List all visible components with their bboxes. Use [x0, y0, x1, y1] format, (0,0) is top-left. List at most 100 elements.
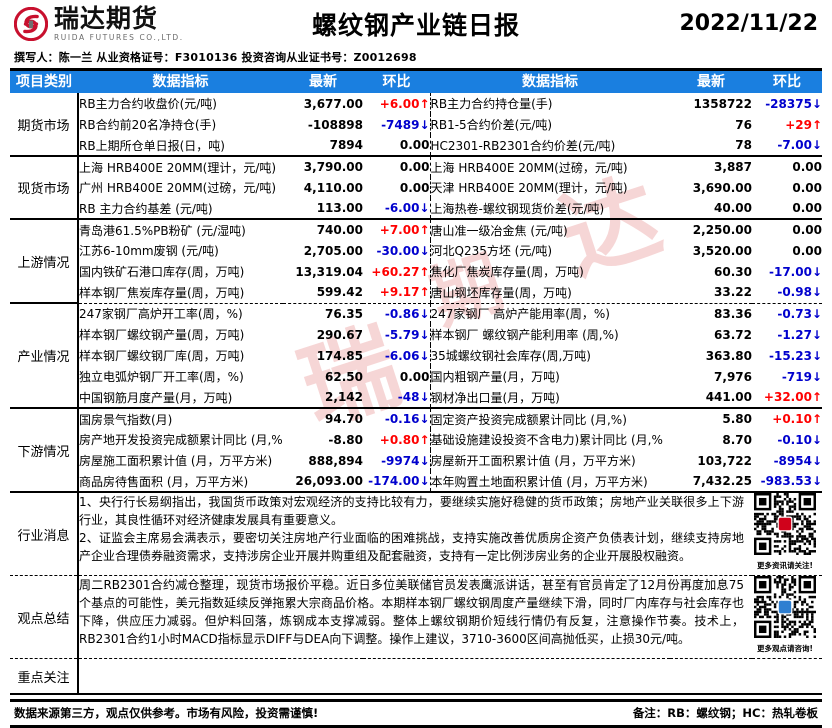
indicator-change-left: -9974↓	[381, 453, 430, 468]
table-row: 独立电弧炉钢厂开工率(周，%) 62.50 0.00 国内粗钢产量(月，万吨) 7,97…	[10, 366, 822, 387]
indicator-label-right: 唐山准一级冶金焦 (元/吨)	[429, 219, 670, 240]
indicator-value-left: 113.00	[283, 198, 363, 220]
report-table: 项目类别 数据指标 最新 环比 数据指标 最新 环比 期货市场 RB主力合约收盘价…	[10, 71, 822, 695]
indicator-change-right: 0.00	[752, 198, 822, 220]
indicator-change-right: 0.00	[792, 223, 822, 237]
indicator-label-right: HC2301-RB2301合约价差(元/吨)	[429, 135, 670, 157]
indicator-label-left: 国内铁矿石港口库存(周，万吨)	[79, 265, 245, 279]
indicator-value-left: 13,319.04	[295, 264, 363, 279]
indicator-label-left: 中国钢筋月度产量(月，万吨)	[78, 387, 283, 409]
indicator-label-right: 247家钢厂 高炉产能用率(周，%)	[429, 303, 670, 324]
indicator-value-left: 2,142	[283, 387, 363, 409]
indicator-value-right: 60.30	[714, 264, 752, 279]
indicator-change-right: -17.00↓	[769, 264, 822, 279]
col-header-indicator-left: 数据指标	[78, 71, 283, 93]
indicator-value-left: 740.00	[316, 223, 363, 237]
indicator-label-left: 房屋施工面积累计值 (月，万平方米)	[79, 454, 273, 468]
indicator-value-right: 63.72	[714, 327, 752, 342]
indicator-value-left: 7894	[283, 135, 363, 157]
indicator-label-left: 样本钢厂螺纹钢厂库(周，万吨)	[79, 349, 245, 363]
indicator-label-left: 商品房待售面积 (月，万平方米)	[78, 471, 283, 493]
indicator-change-left: +0.80↑	[379, 432, 430, 447]
category-cell: 产业情况	[10, 303, 79, 409]
page-title: 螺纹钢产业链日报	[311, 10, 520, 40]
news-cell: 1、央行行长易纲指出，我国货币政策对宏观经济的支持比较有力，要继续实施好稳健的货…	[78, 492, 822, 576]
indicator-label-right: 钢材净出口量(月，万吨)	[429, 387, 670, 409]
indicator-change-right: -983.53↓	[752, 471, 822, 493]
indicator-label-right: 河北Q235方坯 (元/吨)	[429, 240, 670, 261]
indicator-label-left: 房产地开发投资完成额累计同比 (月,%)	[79, 433, 283, 447]
news-qr-block[interactable]: 更多资讯请关注!	[748, 493, 822, 575]
table-row: RB合约前20名净持仓(手) -108898 -7489↓ RB1-5合约价差(元/吨…	[10, 114, 822, 135]
summary-qr-block[interactable]: 更多观点请咨询!	[748, 576, 822, 658]
table-row: 样本钢厂螺纹钢产量(周，万吨) 290.67 -5.79↓ 样本钢厂 螺纹钢产能利用率…	[10, 324, 822, 345]
indicator-change-left: 0.00	[399, 180, 430, 195]
indicator-value-right: 76	[735, 117, 752, 132]
indicator-change-right: -8954↓	[773, 453, 822, 468]
col-header-category: 项目类别	[10, 71, 78, 93]
indicator-label-left: 国房景气指数(月)	[79, 412, 173, 427]
col-header-latest-right: 最新	[670, 71, 752, 93]
logo-company-name-en: RUIDA FUTURES CO.,LTD.	[54, 32, 184, 42]
category-cell: 期货市场	[10, 93, 79, 157]
indicator-label-right: 上海 HRB400E 20MM(过磅，元/吨)	[429, 156, 670, 177]
table-body: 期货市场 RB主力合约收盘价(元/吨) 3,677.00 +6.00↑ RB主力合约持仓…	[10, 93, 822, 695]
indicator-value-right: 8.70	[722, 432, 752, 447]
summary-cell: 周二RB2301合约减仓整理，现货市场报价平稳。近日多位美联储官员发表鹰派讲话，…	[78, 575, 822, 659]
summary-qr-caption: 更多观点请咨询!	[757, 644, 813, 653]
indicator-value-right: 3,887	[714, 160, 752, 174]
indicator-value-left: 76.35	[325, 306, 363, 321]
table-header-row: 项目类别 数据指标 最新 环比 数据指标 最新 环比	[10, 71, 822, 93]
indicator-value-right: 7,432.25	[670, 471, 752, 493]
col-header-latest-left: 最新	[283, 71, 363, 93]
indicator-change-left: -6.00↓	[363, 198, 430, 220]
indicator-change-left: -174.00↓	[363, 471, 430, 493]
indicator-label-left: 江苏6-10mm废钢 (元/吨)	[79, 244, 219, 258]
indicator-change-right: 0.00	[792, 160, 822, 174]
indicator-value-right: 33.22	[670, 282, 752, 304]
indicator-value-left: 290.67	[316, 327, 363, 342]
indicator-change-right: -0.98↓	[752, 282, 822, 304]
indicator-value-right: 7,976	[714, 369, 752, 384]
indicator-label-right: 基础设施建设投资不含电力)累计同比 (月,%	[429, 429, 670, 450]
news-category: 行业消息	[10, 492, 79, 576]
company-logo: 瑞达期货 RUIDA FUTURES CO.,LTD.	[14, 6, 184, 42]
indicator-label-right: 唐山钢坯库存量(周，万吨)	[429, 282, 670, 304]
indicator-label-left: 独立电弧炉钢厂开工率(周，%)	[79, 370, 244, 384]
table-row: 中国钢筋月度产量(月，万吨) 2,142 -48↓ 钢材净出口量(月，万吨) 441.0…	[10, 387, 822, 409]
indicator-value-right: 363.80	[705, 348, 752, 363]
indicator-label-right: 上海热卷-螺纹钢现货价差(元/吨)	[429, 198, 670, 220]
indicator-value-left: -108898	[307, 117, 363, 132]
col-header-change-left: 环比	[363, 71, 430, 93]
indicator-change-left: 0.00	[399, 369, 430, 384]
indicator-label-left: 青岛港61.5%PB粉矿 (元/湿吨)	[79, 223, 246, 238]
table-row: 上游情况 青岛港61.5%PB粉矿 (元/湿吨) 740.00 +7.00↑ 唐山准一级…	[10, 219, 822, 304]
header-divider	[10, 68, 822, 71]
indicator-label-right: 固定资产投资完成额累计同比 (月,%)	[429, 408, 670, 429]
indicator-label-right: 样本钢厂 螺纹钢产能利用率 (周,%)	[429, 324, 670, 345]
indicator-change-left: -6.06↓	[384, 348, 430, 363]
table-row: 商品房待售面积 (月，万平方米) 26,093.00 -174.00↓ 本年购置土地面…	[10, 471, 822, 493]
table-row: RB 主力合约基差 (元/吨) 113.00 -6.00↓ 上海热卷-螺纹钢现货价差(…	[10, 198, 822, 220]
indicator-label-right: 本年购置土地面积累计值 (月，万平方米)	[429, 471, 670, 493]
indicator-label-right: 焦化厂焦炭库存量(周，万吨)	[429, 261, 670, 282]
table-row: 现货市场 上海 HRB400E 20MM(理计，元/吨) 3,790.00 0.00 上…	[10, 156, 822, 220]
indicator-value-left: 888,894	[308, 453, 363, 468]
indicator-change-right: -15.23↓	[769, 348, 822, 363]
indicator-value-right: 3,520.00	[692, 243, 752, 258]
indicator-label-left: 样本钢厂焦炭库存量(周，万吨)	[78, 282, 283, 304]
indicator-label-left: 上海 HRB400E 20MM(理计，元/吨)	[79, 160, 277, 175]
table-row: 广州 HRB400E 20MM(过磅，元/吨) 4,110.00 0.00 天津 HR…	[10, 177, 822, 198]
indicator-value-left: 174.85	[316, 348, 363, 363]
indicator-value-right: 83.36	[714, 306, 752, 321]
indicator-change-right: -719↓	[781, 369, 822, 384]
indicator-value-right: 103,722	[697, 453, 752, 468]
indicator-value-left: 3,677.00	[303, 96, 363, 111]
indicator-label-right: RB1-5合约价差(元/吨)	[429, 114, 670, 135]
table-row: 江苏6-10mm废钢 (元/吨) 2,705.00 -30.00↓ 河北Q235方坯 …	[10, 240, 822, 261]
indicator-label-right: 房屋新开工面积累计值 (月，万平方米)	[429, 450, 670, 471]
qr-code-icon	[754, 493, 816, 555]
focus-cell	[78, 658, 822, 695]
footer-disclaimer: 数据来源第三方，观点仅供参考。市场有风险，投资需谨慎!	[14, 706, 319, 720]
indicator-label-left: 广州 HRB400E 20MM(过磅，元/吨)	[79, 181, 277, 195]
